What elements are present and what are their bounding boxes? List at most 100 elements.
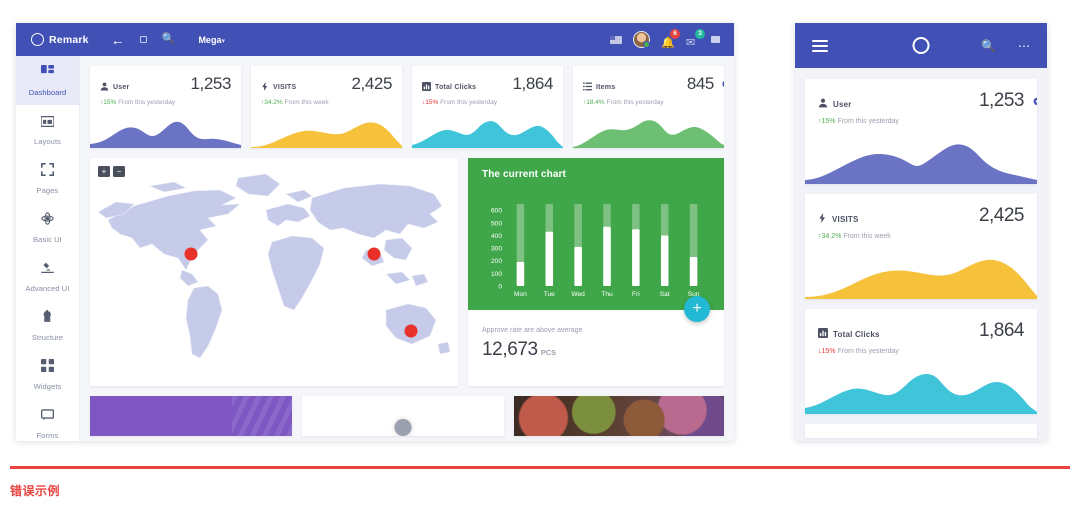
stat-card-user-header: User 1,253	[90, 66, 241, 96]
flash-icon	[818, 210, 827, 228]
gear-icon	[1033, 97, 1037, 106]
chart-bar[interactable]	[660, 235, 669, 286]
chart-y-tick: 500	[491, 220, 502, 227]
sidebar-item-dashboard[interactable]: Dashboard	[16, 56, 79, 105]
world-map-card[interactable]: + −	[90, 158, 458, 386]
mobile-card-clipped[interactable]	[805, 424, 1037, 438]
stat-card-user-value: 1,253	[190, 74, 231, 93]
chart-bar[interactable]	[516, 262, 525, 286]
mega-menu-label: Mega	[198, 34, 222, 45]
sidebar-item-structure[interactable]: Structure	[16, 301, 79, 350]
mobile-card-total-clicks-delta-text: From this yesterday	[837, 348, 899, 355]
mobile-topbar: 🔍 ⋯	[795, 23, 1047, 68]
photo-card[interactable]	[514, 396, 724, 436]
mobile-preview-window: 🔍 ⋯ User 1,253 ↑15% From this yesterday	[795, 23, 1047, 441]
white-card-avatar	[394, 419, 412, 436]
chart-bar[interactable]	[689, 256, 698, 286]
desktop-dashboard-window: Remark ← 🔍 Mega▾ 🔔 6 ✉ 3	[16, 23, 734, 441]
stat-card-total-clicks-label: Total Clicks	[435, 83, 477, 91]
chart-y-axis: 0 100 200 300 400 500 600	[491, 208, 502, 291]
chart-bar[interactable]	[632, 229, 640, 286]
more-horizontal-icon[interactable]: ⋯	[1018, 38, 1030, 53]
topbar-right-icons: 🔔 6 ✉ 3	[610, 28, 720, 49]
sidebar-item-pages[interactable]: Pages	[16, 154, 79, 203]
sidebar-label-pages: Pages	[36, 185, 59, 195]
brand-logo[interactable]: Remark	[31, 33, 89, 46]
gear-icon	[721, 80, 724, 87]
stat-card-user[interactable]: User 1,253 ↑15% From this yesterday	[90, 66, 241, 148]
mobile-card-user-delta-value: 15%	[821, 118, 836, 125]
mobile-card-user[interactable]: User 1,253 ↑15% From this yesterday	[805, 79, 1037, 184]
map-zoom-out-button[interactable]: −	[113, 166, 125, 177]
chevron-down-icon: ▾	[221, 37, 225, 45]
white-card[interactable]	[302, 396, 504, 436]
hamburger-menu-icon[interactable]	[812, 37, 828, 55]
chart-bar[interactable]	[545, 231, 554, 286]
stat-card-items-delta-arrow: ↑	[583, 99, 587, 106]
moon-logo-icon	[31, 33, 44, 46]
chart-y-tick: 600	[491, 208, 502, 215]
mobile-card-total-clicks[interactable]: Total Clicks 1,864 ↓15% From this yester…	[805, 309, 1037, 414]
user-avatar[interactable]	[633, 31, 650, 48]
stat-card-items-delta: ↑18.4% From this yesterday	[573, 96, 724, 106]
mobile-settings-gear-button[interactable]	[1028, 93, 1037, 111]
chart-bars	[516, 204, 698, 286]
sidebar-label-advanced-ui: Advanced UI	[25, 283, 70, 293]
current-chart-card[interactable]: The current chart 0 100 200 300 400 500 600 Mo…	[468, 158, 724, 386]
mobile-card-user-delta: ↑15% From this yesterday	[805, 113, 1037, 125]
purple-card[interactable]	[90, 396, 292, 436]
stat-card-items-header: Items 845	[573, 66, 724, 96]
expand-square-icon[interactable]	[139, 36, 147, 43]
stat-card-visits-delta: ↑34.2% From this week	[251, 96, 402, 106]
search-icon[interactable]: 🔍	[161, 33, 176, 45]
mobile-card-user-label: User	[833, 99, 852, 109]
sidebar-item-forms[interactable]: Forms	[16, 399, 79, 441]
mobile-card-total-clicks-label-group: Total Clicks	[818, 321, 880, 343]
sidebar-item-widgets[interactable]: Widgets	[16, 350, 79, 399]
bell-badge: 6	[670, 28, 680, 39]
stat-card-items-label: Items	[596, 83, 616, 91]
stat-card-total-clicks-label-group: Total Clicks	[422, 75, 476, 96]
chart-x-tick: Mon	[514, 291, 527, 298]
stat-card-items[interactable]: Items 845 ↑18.4% From this yesterday	[573, 66, 724, 148]
sidebar-label-layouts: Layouts	[34, 136, 61, 146]
flash-icon	[261, 78, 269, 96]
sparkline-total-clicks	[412, 121, 563, 148]
map-zoom-in-button[interactable]: +	[98, 166, 110, 177]
puzzle-icon	[41, 309, 54, 328]
chart-footer-caption: Approve rate are above average	[482, 327, 583, 334]
stat-card-items-delta-text: From this yesterday	[606, 99, 664, 106]
settings-gear-button[interactable]	[716, 75, 724, 93]
map-markers	[184, 247, 418, 338]
bottom-card-row	[90, 396, 724, 436]
sidebar-item-layouts[interactable]: Layouts	[16, 105, 79, 154]
sidebar-item-advanced-ui[interactable]: Advanced UI	[16, 252, 79, 301]
add-fab-button[interactable]: +	[684, 296, 710, 322]
sidebar-item-basic-ui[interactable]: Basic UI	[16, 203, 79, 252]
bell-glyph: 🔔	[661, 36, 675, 49]
mobile-card-total-clicks-value: 1,864	[978, 320, 1025, 341]
stat-card-total-clicks[interactable]: Total Clicks 1,864 ↓15% From this yester…	[412, 66, 563, 148]
mobile-card-visits-delta-arrow: ↑	[818, 233, 822, 240]
mobile-sparkline-total-clicks	[805, 374, 1037, 414]
chart-bar[interactable]	[603, 226, 611, 286]
mega-menu-button[interactable]: Mega▾	[198, 35, 225, 45]
bar-chart-plot: 0 100 200 300 400 500 600 Mon Tue Wed Thu Fri Sat Su…	[491, 204, 700, 298]
mobile-card-total-clicks-label: Total Clicks	[833, 329, 880, 339]
bell-icon[interactable]: 🔔 6	[661, 28, 680, 49]
window-icon[interactable]	[711, 36, 720, 43]
stat-card-visits[interactable]: VISITS 2,425 ↑34.2% From this week	[251, 66, 402, 148]
chart-bar[interactable]	[574, 246, 582, 286]
search-icon[interactable]: 🔍	[981, 38, 996, 53]
atom-icon	[41, 211, 54, 230]
mobile-card-visits[interactable]: VISITS 2,425 ↑34.2% From this week	[805, 194, 1037, 299]
chart-footer-value-group: 12,673 PCS	[482, 339, 710, 361]
stat-card-visits-header: VISITS 2,425	[251, 66, 402, 96]
stat-card-total-clicks-delta: ↓15% From this yesterday	[412, 96, 563, 106]
arrow-left-icon[interactable]: ←	[110, 31, 125, 48]
mail-icon[interactable]: ✉ 3	[686, 28, 705, 49]
flag-us-icon[interactable]	[610, 35, 622, 44]
chart-y-tick: 100	[491, 271, 502, 278]
stat-card-user-label: User	[113, 83, 130, 91]
